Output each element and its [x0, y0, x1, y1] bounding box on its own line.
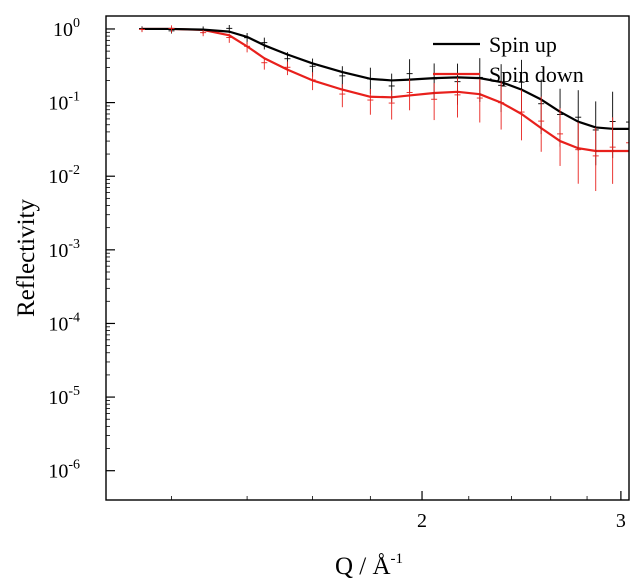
data-point: [309, 72, 316, 91]
x-axis-title-sup: -1: [391, 551, 404, 567]
data-point: [226, 24, 233, 33]
data-point: [626, 111, 629, 182]
data-point: [609, 117, 616, 184]
y-axis-title: Reflectivity: [13, 198, 40, 317]
data-point: [406, 78, 413, 111]
y-tick-label: 10-3: [48, 237, 80, 262]
data-point: [626, 90, 629, 161]
plot-frame: [105, 15, 630, 501]
data-point: [139, 27, 146, 33]
series-line-1: [142, 27, 629, 153]
data-point: [284, 61, 291, 76]
data-point: [575, 122, 582, 184]
data-point: [261, 57, 268, 70]
y-tick-label: 100: [53, 16, 80, 41]
data-point: [592, 127, 599, 192]
data-point: [200, 30, 207, 37]
legend-label-spin-down: Spin down: [489, 62, 584, 87]
data-point: [168, 25, 175, 33]
data-point: [454, 77, 461, 118]
data-point: [557, 108, 564, 166]
data-point: [518, 89, 525, 141]
data-point: [244, 41, 251, 53]
y-tick-label: 10-1: [48, 90, 80, 115]
data-point: [261, 37, 268, 50]
x-axis-title-base: Q / Å: [335, 553, 391, 580]
data-point: [498, 81, 505, 130]
data-point: [226, 33, 233, 43]
legend-label-spin-up: Spin up: [489, 32, 557, 57]
y-tick-label: 10-5: [48, 384, 80, 409]
data-point: [367, 88, 374, 115]
y-tick-label: 10-2: [48, 163, 80, 188]
y-tick-label: 10-6: [48, 458, 80, 483]
y-tick-label: 10-4: [48, 310, 80, 335]
data-point: [538, 96, 545, 152]
data-point: [388, 90, 395, 120]
x-tick-label: 3: [616, 510, 626, 532]
x-tick-label: 2: [417, 510, 427, 532]
data-point: [339, 84, 346, 108]
data-point: [476, 78, 483, 123]
x-axis-title: Q / Å-1: [335, 551, 403, 580]
data-point: [431, 83, 438, 121]
legend: Spin up Spin down: [433, 32, 584, 87]
